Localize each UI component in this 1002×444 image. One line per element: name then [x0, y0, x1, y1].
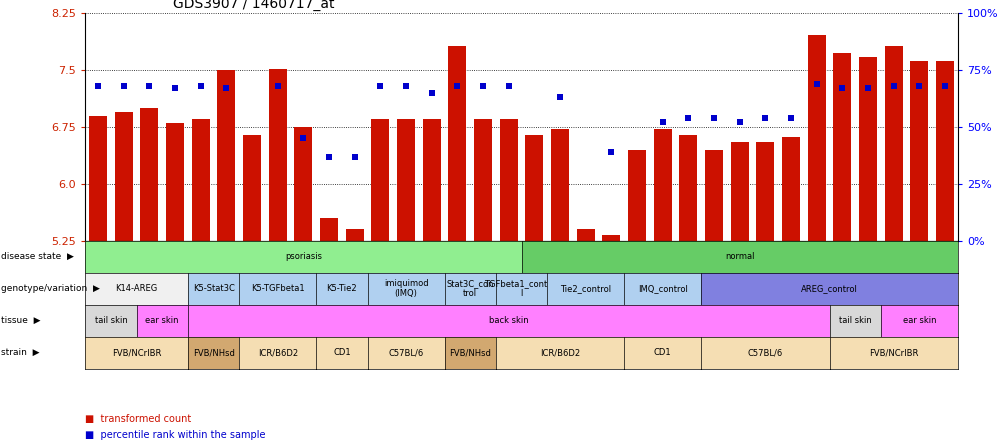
Text: K14-AREG: K14-AREG [115, 284, 157, 293]
Text: ■  percentile rank within the sample: ■ percentile rank within the sample [85, 429, 266, 440]
Bar [371, 119, 389, 241]
Bar [474, 119, 492, 241]
Bar [910, 61, 928, 241]
Bar [397, 119, 415, 241]
Bar [833, 53, 851, 241]
Bar [217, 70, 235, 241]
Text: imiquimod
(IMQ): imiquimod (IMQ) [384, 279, 428, 298]
Bar [704, 150, 722, 241]
Text: tail skin: tail skin [838, 316, 871, 325]
Text: genotype/variation  ▶: genotype/variation ▶ [1, 284, 100, 293]
Text: IMQ_control: IMQ_control [637, 284, 687, 293]
Text: normal: normal [724, 252, 754, 261]
Text: AREG_control: AREG_control [801, 284, 857, 293]
Text: psoriasis: psoriasis [285, 252, 322, 261]
Bar [114, 112, 132, 241]
Bar [858, 57, 876, 241]
Bar [884, 46, 902, 241]
Bar [550, 129, 568, 241]
Text: tail skin: tail skin [94, 316, 127, 325]
Text: strain  ▶: strain ▶ [1, 348, 39, 357]
Bar [448, 46, 466, 241]
Bar [242, 135, 261, 241]
Text: FVB/NCrIBR: FVB/NCrIBR [112, 348, 161, 357]
Bar [422, 119, 440, 241]
Text: FVB/NHsd: FVB/NHsd [192, 348, 234, 357]
Text: C57BL/6: C57BL/6 [747, 348, 783, 357]
Bar [678, 135, 696, 241]
Bar [576, 229, 594, 241]
Text: CD1: CD1 [333, 348, 351, 357]
Bar [627, 150, 645, 241]
Bar [525, 135, 543, 241]
Bar [166, 123, 184, 241]
Bar [295, 127, 312, 241]
Bar [320, 218, 338, 241]
Bar [89, 115, 107, 241]
Bar [653, 129, 671, 241]
Bar [269, 69, 287, 241]
Bar [140, 108, 158, 241]
Text: ear skin: ear skin [902, 316, 935, 325]
Bar [807, 35, 825, 241]
Bar [935, 61, 953, 241]
Text: tissue  ▶: tissue ▶ [1, 316, 40, 325]
Text: Stat3C_con
trol: Stat3C_con trol [446, 279, 494, 298]
Text: C57BL/6: C57BL/6 [388, 348, 423, 357]
Text: K5-TGFbeta1: K5-TGFbeta1 [250, 284, 305, 293]
Text: ear skin: ear skin [145, 316, 178, 325]
Text: back skin: back skin [488, 316, 528, 325]
Text: K5-Tie2: K5-Tie2 [327, 284, 357, 293]
Text: ICR/B6D2: ICR/B6D2 [539, 348, 579, 357]
Bar [346, 229, 364, 241]
Text: TGFbeta1_control
l: TGFbeta1_control l [484, 279, 558, 298]
Text: FVB/NHsd: FVB/NHsd [449, 348, 491, 357]
Text: disease state  ▶: disease state ▶ [1, 252, 74, 261]
Bar [782, 137, 800, 241]
Text: ■  transformed count: ■ transformed count [85, 414, 191, 424]
Bar [730, 142, 747, 241]
Bar [602, 235, 620, 241]
Bar [756, 142, 774, 241]
Text: FVB/NCrIBR: FVB/NCrIBR [868, 348, 918, 357]
Bar [191, 119, 209, 241]
Bar [499, 119, 517, 241]
Text: CD1: CD1 [653, 348, 671, 357]
Text: ICR/B6D2: ICR/B6D2 [258, 348, 298, 357]
Text: K5-Stat3C: K5-Stat3C [192, 284, 234, 293]
Text: Tie2_control: Tie2_control [559, 284, 610, 293]
Text: GDS3907 / 1460717_at: GDS3907 / 1460717_at [172, 0, 334, 11]
